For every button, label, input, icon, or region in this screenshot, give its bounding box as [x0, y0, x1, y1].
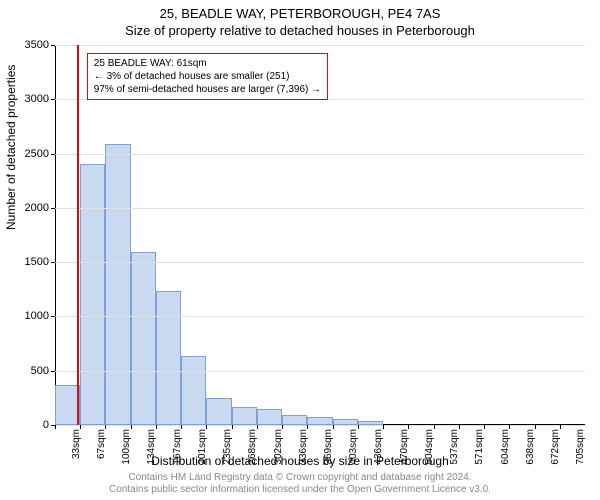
xtick-mark: [206, 425, 207, 429]
ytick-mark: [51, 371, 55, 372]
xtick-mark: [459, 425, 460, 429]
xtick-mark: [232, 425, 233, 429]
xtick-mark: [434, 425, 435, 429]
ytick-label: 3500: [25, 39, 49, 51]
histogram-bar: [181, 356, 206, 425]
ytick-mark: [51, 316, 55, 317]
xtick-mark: [282, 425, 283, 429]
xtick-mark: [55, 425, 56, 429]
histogram-bar: [105, 144, 130, 425]
ytick-label: 3000: [25, 93, 49, 105]
histogram-bar: [307, 417, 332, 425]
bars-group: [55, 45, 585, 425]
xtick-mark: [408, 425, 409, 429]
ytick-label: 2500: [25, 148, 49, 160]
annotation-line: 97% of semi-detached houses are larger (…: [94, 83, 321, 96]
footer-line1: Contains HM Land Registry data © Crown c…: [0, 472, 600, 484]
histogram-bar: [282, 415, 307, 425]
xtick-mark: [560, 425, 561, 429]
xtick-mark: [383, 425, 384, 429]
y-axis-label: Number of detached properties: [4, 65, 18, 230]
footer-text: Contains HM Land Registry data © Crown c…: [0, 472, 600, 496]
xtick-mark: [131, 425, 132, 429]
xtick-mark: [156, 425, 157, 429]
chart-title-line1: 25, BEADLE WAY, PETERBOROUGH, PE4 7AS: [0, 0, 600, 21]
xtick-mark: [509, 425, 510, 429]
xtick-mark: [80, 425, 81, 429]
xtick-mark: [358, 425, 359, 429]
histogram-bar: [156, 291, 181, 425]
footer-line2: Contains public sector information licen…: [0, 484, 600, 496]
histogram-bar: [257, 409, 282, 425]
histogram-bar: [206, 398, 231, 425]
xtick-mark: [535, 425, 536, 429]
xtick-mark: [181, 425, 182, 429]
gridline: [55, 316, 585, 317]
ytick-mark: [51, 154, 55, 155]
chart-container: 25, BEADLE WAY, PETERBOROUGH, PE4 7AS Si…: [0, 0, 600, 500]
annotation-box: 25 BEADLE WAY: 61sqm← 3% of detached hou…: [87, 53, 328, 100]
ytick-mark: [51, 99, 55, 100]
ytick-label: 0: [43, 419, 49, 431]
histogram-bar: [232, 407, 257, 425]
ytick-mark: [51, 208, 55, 209]
gridline: [55, 371, 585, 372]
xtick-mark: [307, 425, 308, 429]
ytick-mark: [51, 45, 55, 46]
xtick-mark: [257, 425, 258, 429]
property-marker-line: [77, 45, 79, 425]
chart-title-line2: Size of property relative to detached ho…: [0, 21, 600, 38]
annotation-line: ← 3% of detached houses are smaller (251…: [94, 70, 321, 83]
xtick-mark: [105, 425, 106, 429]
gridline: [55, 262, 585, 263]
ytick-mark: [51, 262, 55, 263]
gridline: [55, 154, 585, 155]
gridline: [55, 45, 585, 46]
xtick-mark: [484, 425, 485, 429]
ytick-label: 1000: [25, 310, 49, 322]
annotation-line: 25 BEADLE WAY: 61sqm: [94, 57, 321, 70]
histogram-bar: [131, 252, 156, 425]
gridline: [55, 208, 585, 209]
gridline: [55, 425, 585, 426]
ytick-label: 1500: [25, 256, 49, 268]
ytick-label: 500: [31, 365, 49, 377]
x-axis-label: Distribution of detached houses by size …: [0, 454, 600, 468]
histogram-bar: [80, 164, 105, 425]
ytick-label: 2000: [25, 202, 49, 214]
plot-area: 050010001500200025003000350033sqm67sqm10…: [55, 45, 585, 425]
xtick-mark: [333, 425, 334, 429]
